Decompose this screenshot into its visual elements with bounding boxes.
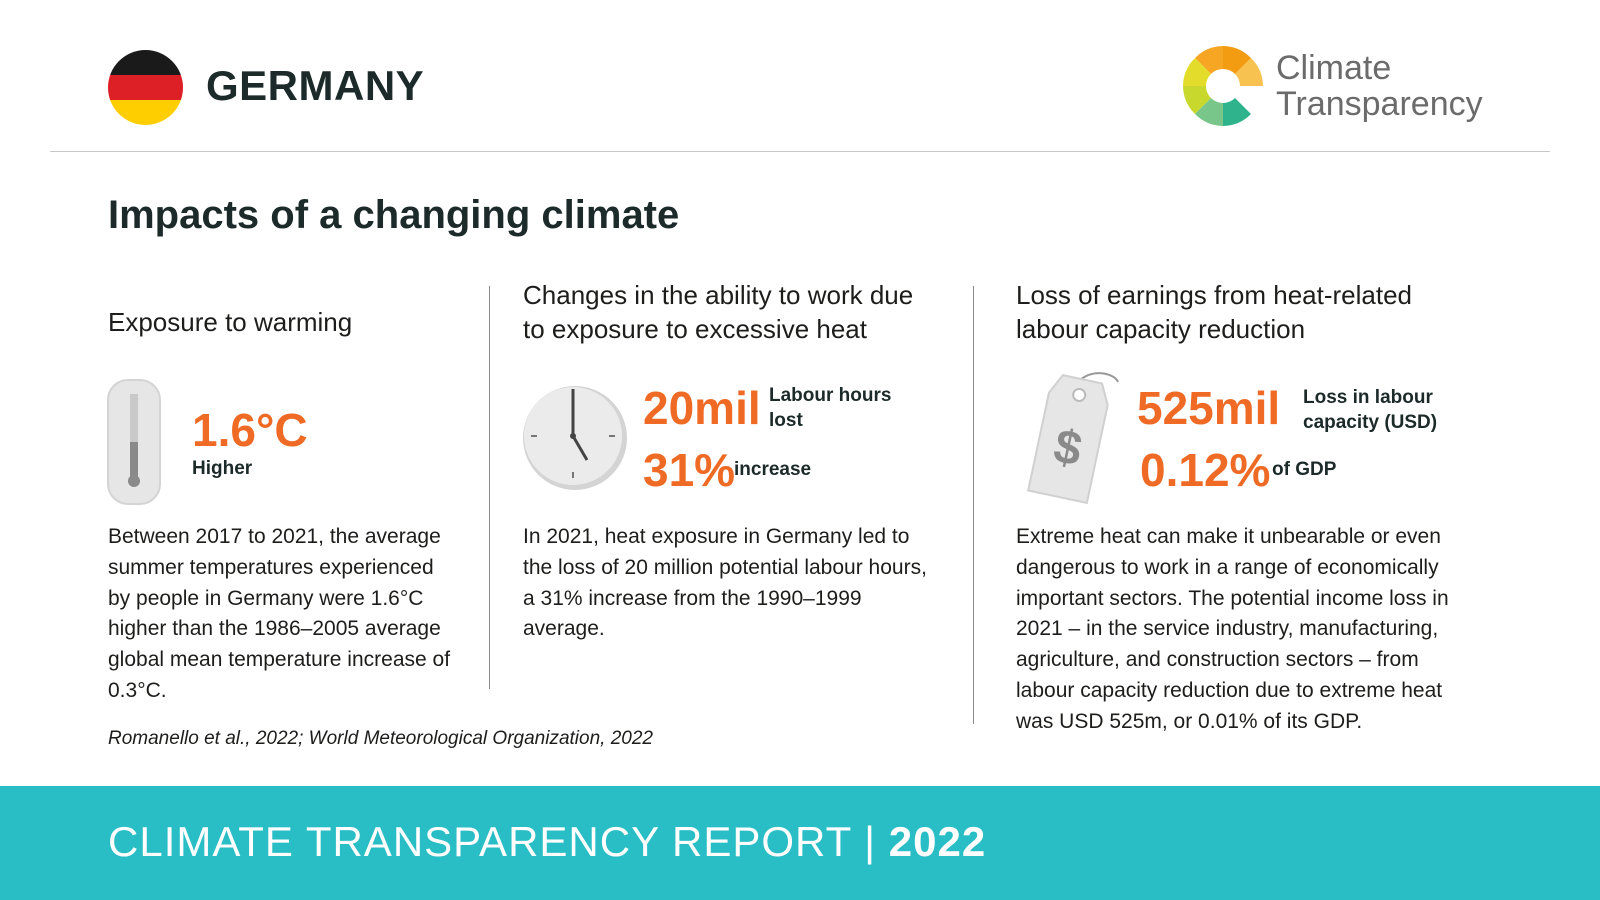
column-1-heading: Exposure to warming: [108, 307, 353, 337]
footer-report-name: CLIMATE TRANSPARENCY REPORT |: [108, 818, 889, 865]
gdp-value: 0.12%: [1140, 444, 1271, 496]
thermometer-icon: [107, 379, 161, 505]
earnings-loss-value: 525mil: [1137, 382, 1281, 434]
column-3-heading-line-2: labour capacity reduction: [1016, 314, 1306, 344]
footer-bar: [0, 786, 1600, 900]
column-1-body: Between 2017 to 2021, the average summer…: [108, 525, 451, 702]
brand-line-2: Transparency: [1276, 85, 1483, 123]
increase-value: 31%: [643, 444, 736, 496]
country-name: GERMANY: [206, 62, 425, 109]
header-divider: [50, 151, 1550, 152]
price-tag-icon: $: [1026, 372, 1119, 505]
column-2-heading: Changes in the ability to work due to ex…: [523, 278, 913, 346]
column-3-body: Extreme heat can make it unbearable or e…: [1016, 525, 1449, 733]
warming-label: Higher: [192, 458, 253, 479]
gdp-label: of GDP: [1272, 459, 1337, 480]
column-2-heading-line-1: Changes in the ability to work due: [523, 280, 914, 310]
column-3-heading-line-1: Loss of earnings from heat-related: [1016, 280, 1412, 310]
column-2-heading-line-2: to exposure to excessive heat: [523, 314, 867, 344]
brand-line-1: Climate: [1276, 49, 1392, 87]
labour-hours-label-line-2: lost: [769, 410, 803, 431]
clock-icon: [523, 386, 627, 490]
climate-transparency-logo: [1183, 46, 1263, 126]
column-divider-1: [489, 286, 490, 689]
earnings-loss-label-line-1: Loss in labour: [1303, 387, 1433, 408]
increase-label: increase: [734, 459, 812, 480]
brand-name: Climate Transparency: [1276, 50, 1483, 122]
column-2-body: In 2021, heat exposure in Germany led to…: [523, 525, 927, 641]
column-divider-2: [973, 286, 974, 724]
labour-hours-value: 20mil: [643, 382, 761, 434]
labour-hours-label-line-1: Labour hours: [769, 385, 892, 406]
germany-flag-icon: [108, 50, 183, 125]
source-citation: Romanello et al., 2022; World Meteorolog…: [108, 728, 653, 749]
column-3-heading: Loss of earnings from heat-related labou…: [1016, 278, 1412, 346]
page-title: Impacts of a changing climate: [108, 193, 680, 237]
earnings-loss-label: Loss in labour capacity (USD): [1303, 385, 1437, 435]
footer-year: 2022: [888, 818, 987, 865]
earnings-loss-label-line-2: capacity (USD): [1303, 412, 1438, 433]
labour-hours-label: Labour hours lost: [769, 383, 891, 433]
footer-title: CLIMATE TRANSPARENCY REPORT | 2022: [108, 818, 986, 866]
warming-value: 1.6°C: [192, 404, 308, 456]
